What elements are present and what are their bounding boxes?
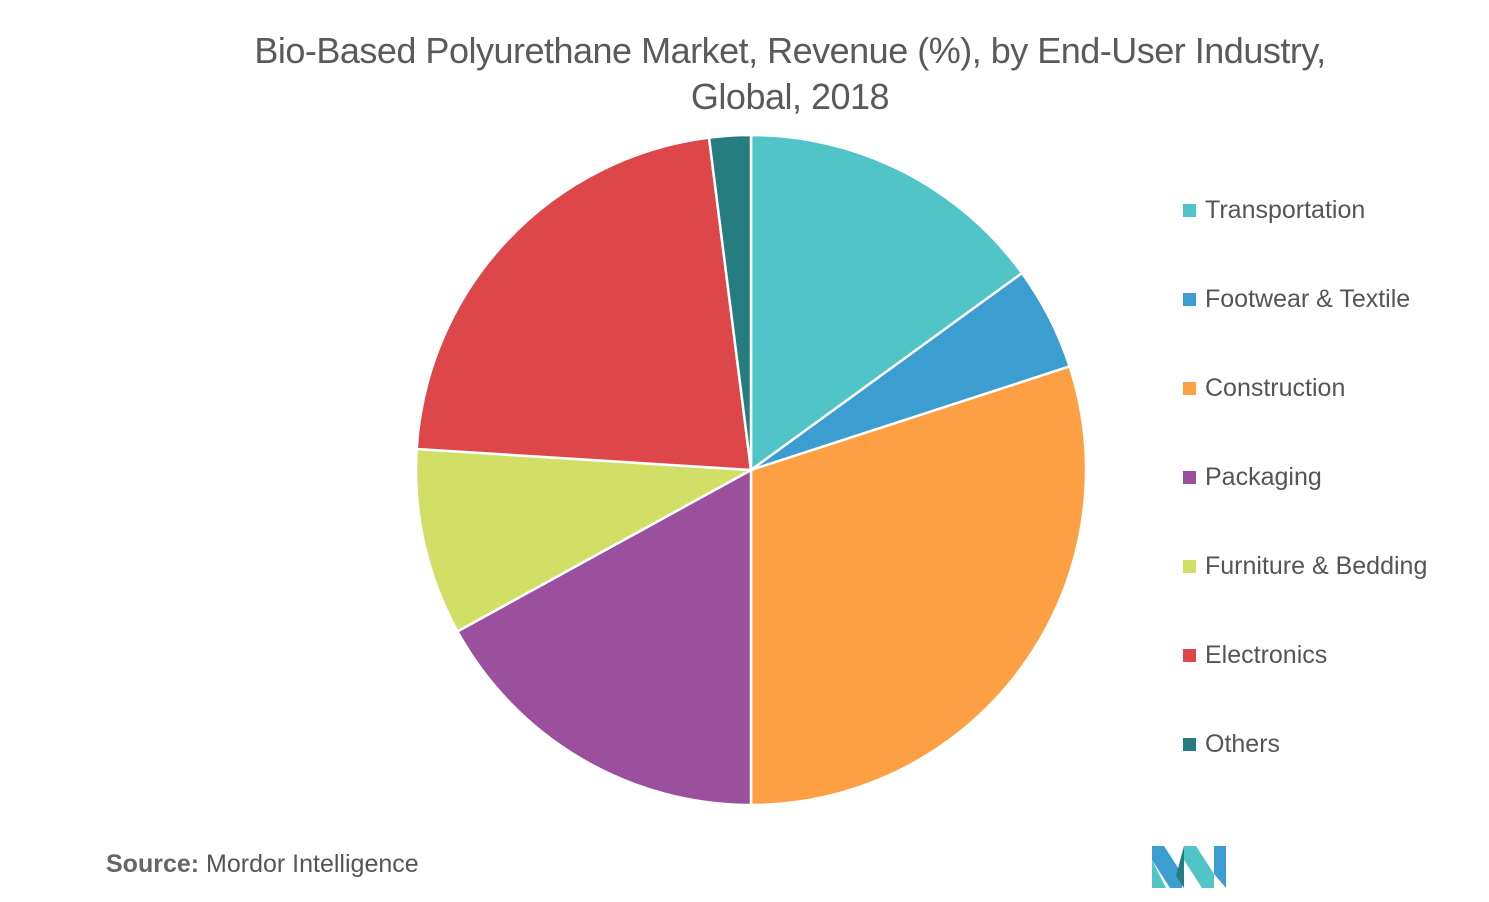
legend-label: Others bbox=[1205, 730, 1281, 758]
title-line-1: Bio-Based Polyurethane Market, Revenue (… bbox=[254, 30, 1326, 71]
pie-slice-furniture-bedding bbox=[414, 447, 756, 634]
legend-label: Transportation bbox=[1205, 196, 1366, 224]
legend-label: Construction bbox=[1205, 374, 1346, 402]
legend-swatch bbox=[1183, 471, 1196, 484]
legend-item: Packaging bbox=[1183, 460, 1427, 549]
legend-item: Others bbox=[1183, 727, 1427, 816]
pie-slice-construction bbox=[749, 364, 1088, 807]
legend-swatch bbox=[1183, 560, 1196, 573]
legend-item: Footwear & Textile bbox=[1183, 282, 1427, 371]
legend-label: Packaging bbox=[1205, 463, 1322, 491]
legend-item: Transportation bbox=[1183, 193, 1427, 282]
legend-swatch bbox=[1183, 738, 1196, 751]
legend-swatch bbox=[1183, 204, 1196, 217]
legend-label: Footwear & Textile bbox=[1205, 285, 1411, 313]
legend-item: Construction bbox=[1183, 371, 1427, 460]
mordor-intelligence-logo-icon bbox=[1152, 846, 1226, 888]
source-note: Source: Mordor Intelligence bbox=[106, 850, 419, 879]
legend-item: Furniture & Bedding bbox=[1183, 549, 1427, 638]
legend-item: Electronics bbox=[1183, 638, 1427, 727]
legend-swatch bbox=[1183, 382, 1196, 395]
pie-slice-others bbox=[707, 133, 753, 471]
pie-slice-transportation bbox=[749, 133, 1024, 473]
pie-slice-electronics bbox=[415, 136, 753, 472]
legend-label: Furniture & Bedding bbox=[1205, 552, 1428, 580]
title-line-2: Global, 2018 bbox=[690, 76, 890, 117]
legend-label: Electronics bbox=[1205, 641, 1328, 669]
legend: Transportation Footwear & Textile Construc… bbox=[1183, 193, 1427, 816]
source-label: Source: bbox=[106, 850, 200, 878]
chart-title: Bio-Based Polyurethane Market, Revenue (… bbox=[0, 28, 1489, 120]
legend-swatch bbox=[1183, 649, 1196, 662]
legend-swatch bbox=[1183, 293, 1196, 306]
source-text: Mordor Intelligence bbox=[206, 850, 419, 878]
pie-slice-packaging bbox=[455, 467, 753, 807]
